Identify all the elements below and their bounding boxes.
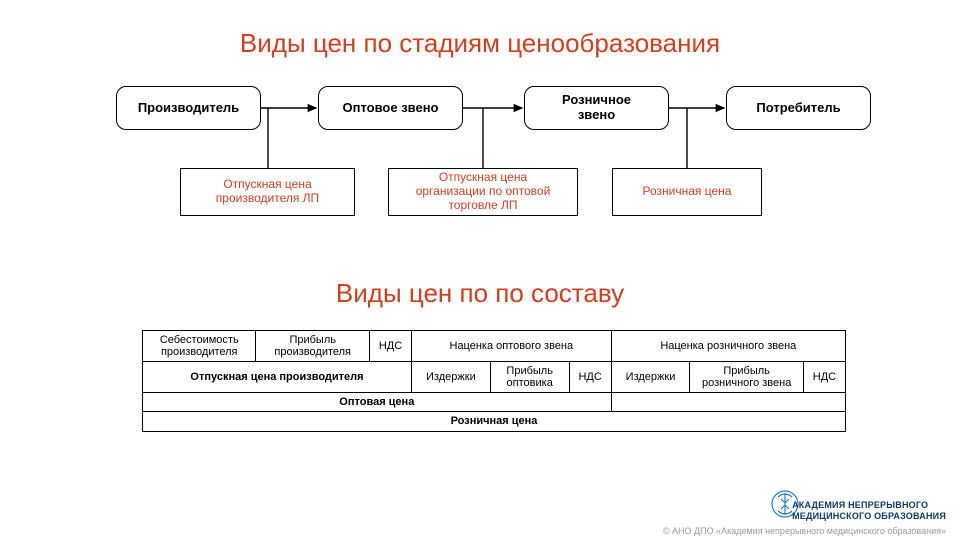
price-box-retail: Розничная цена bbox=[612, 168, 762, 216]
title-1: Виды цен по стадиям ценообразования bbox=[0, 28, 960, 59]
flow-node-consumer: Потребитель bbox=[726, 86, 871, 130]
org-logo-text: АКАДЕМИЯ НЕПРЕРЫВНОГО МЕДИЦИНСКОГО ОБРАЗ… bbox=[792, 500, 946, 521]
flow-node-wholesale: Оптовое звено bbox=[318, 86, 463, 130]
table-cell: НДС bbox=[569, 362, 611, 393]
table-cell: Издержки bbox=[412, 362, 491, 393]
table-cell: Прибыль оптовика bbox=[490, 362, 569, 393]
price-box-producer: Отпускная цена производителя ЛП bbox=[180, 168, 355, 216]
table-cell: Прибыль розничного звена bbox=[690, 362, 803, 393]
table-cell bbox=[611, 393, 845, 412]
composition-table: Себестоимость производителяПрибыль произ… bbox=[142, 330, 846, 432]
title-2: Виды цен по по составу bbox=[0, 278, 960, 309]
table-cell: Оптовая цена bbox=[143, 393, 612, 412]
table-cell: Наценка оптового звена bbox=[412, 331, 612, 362]
footer-copyright: © АНО ДПО «Академия непрерывного медицин… bbox=[663, 526, 946, 536]
price-box-wholesale: Отпускная цена организации по оптовой то… bbox=[388, 168, 578, 216]
table-cell: Наценка розничного звена bbox=[611, 331, 845, 362]
flow-node-retail: Розничное звено bbox=[524, 86, 669, 130]
logo-line2: МЕДИЦИНСКОГО ОБРАЗОВАНИЯ bbox=[792, 511, 946, 521]
logo-line1: АКАДЕМИЯ НЕПРЕРЫВНОГО bbox=[792, 500, 928, 510]
table-cell: Розничная цена bbox=[143, 412, 846, 431]
table-cell: Себестоимость производителя bbox=[143, 331, 256, 362]
table-cell: Издержки bbox=[611, 362, 690, 393]
flow-node-producer: Производитель bbox=[116, 86, 261, 130]
table-cell: НДС bbox=[803, 362, 845, 393]
table-cell: НДС bbox=[369, 331, 411, 362]
table-cell: Прибыль производителя bbox=[256, 331, 369, 362]
slide: Виды цен по стадиям ценообразования Прои… bbox=[0, 0, 960, 540]
table-cell: Отпускная цена производителя bbox=[143, 362, 412, 393]
